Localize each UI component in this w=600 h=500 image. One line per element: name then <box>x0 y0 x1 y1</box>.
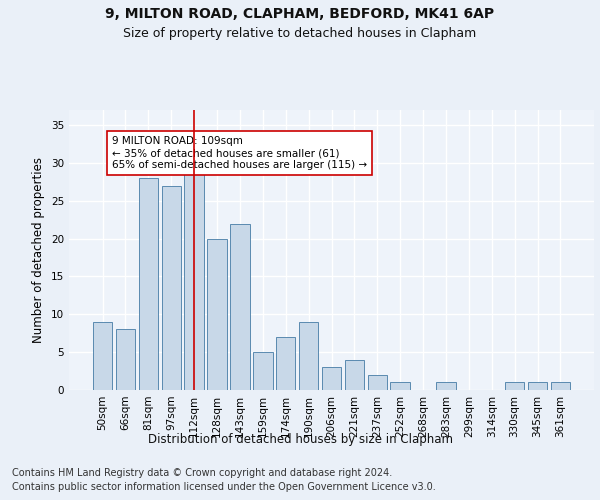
Text: Contains HM Land Registry data © Crown copyright and database right 2024.: Contains HM Land Registry data © Crown c… <box>12 468 392 477</box>
Bar <box>551 382 570 390</box>
Bar <box>116 330 135 390</box>
Bar <box>230 224 250 390</box>
Bar <box>528 382 547 390</box>
Text: Distribution of detached houses by size in Clapham: Distribution of detached houses by size … <box>148 432 452 446</box>
Bar <box>505 382 524 390</box>
Bar <box>276 337 295 390</box>
Bar <box>344 360 364 390</box>
Text: 9, MILTON ROAD, CLAPHAM, BEDFORD, MK41 6AP: 9, MILTON ROAD, CLAPHAM, BEDFORD, MK41 6… <box>106 8 494 22</box>
Bar <box>436 382 455 390</box>
Bar <box>184 170 204 390</box>
Bar <box>391 382 410 390</box>
Bar <box>322 368 341 390</box>
Bar <box>93 322 112 390</box>
Text: Contains public sector information licensed under the Open Government Licence v3: Contains public sector information licen… <box>12 482 436 492</box>
Text: Size of property relative to detached houses in Clapham: Size of property relative to detached ho… <box>124 28 476 40</box>
Bar <box>368 375 387 390</box>
Text: 9 MILTON ROAD: 109sqm
← 35% of detached houses are smaller (61)
65% of semi-deta: 9 MILTON ROAD: 109sqm ← 35% of detached … <box>112 136 367 170</box>
Bar <box>208 238 227 390</box>
Bar <box>253 352 272 390</box>
Bar <box>299 322 319 390</box>
Y-axis label: Number of detached properties: Number of detached properties <box>32 157 46 343</box>
Bar <box>139 178 158 390</box>
Bar <box>161 186 181 390</box>
